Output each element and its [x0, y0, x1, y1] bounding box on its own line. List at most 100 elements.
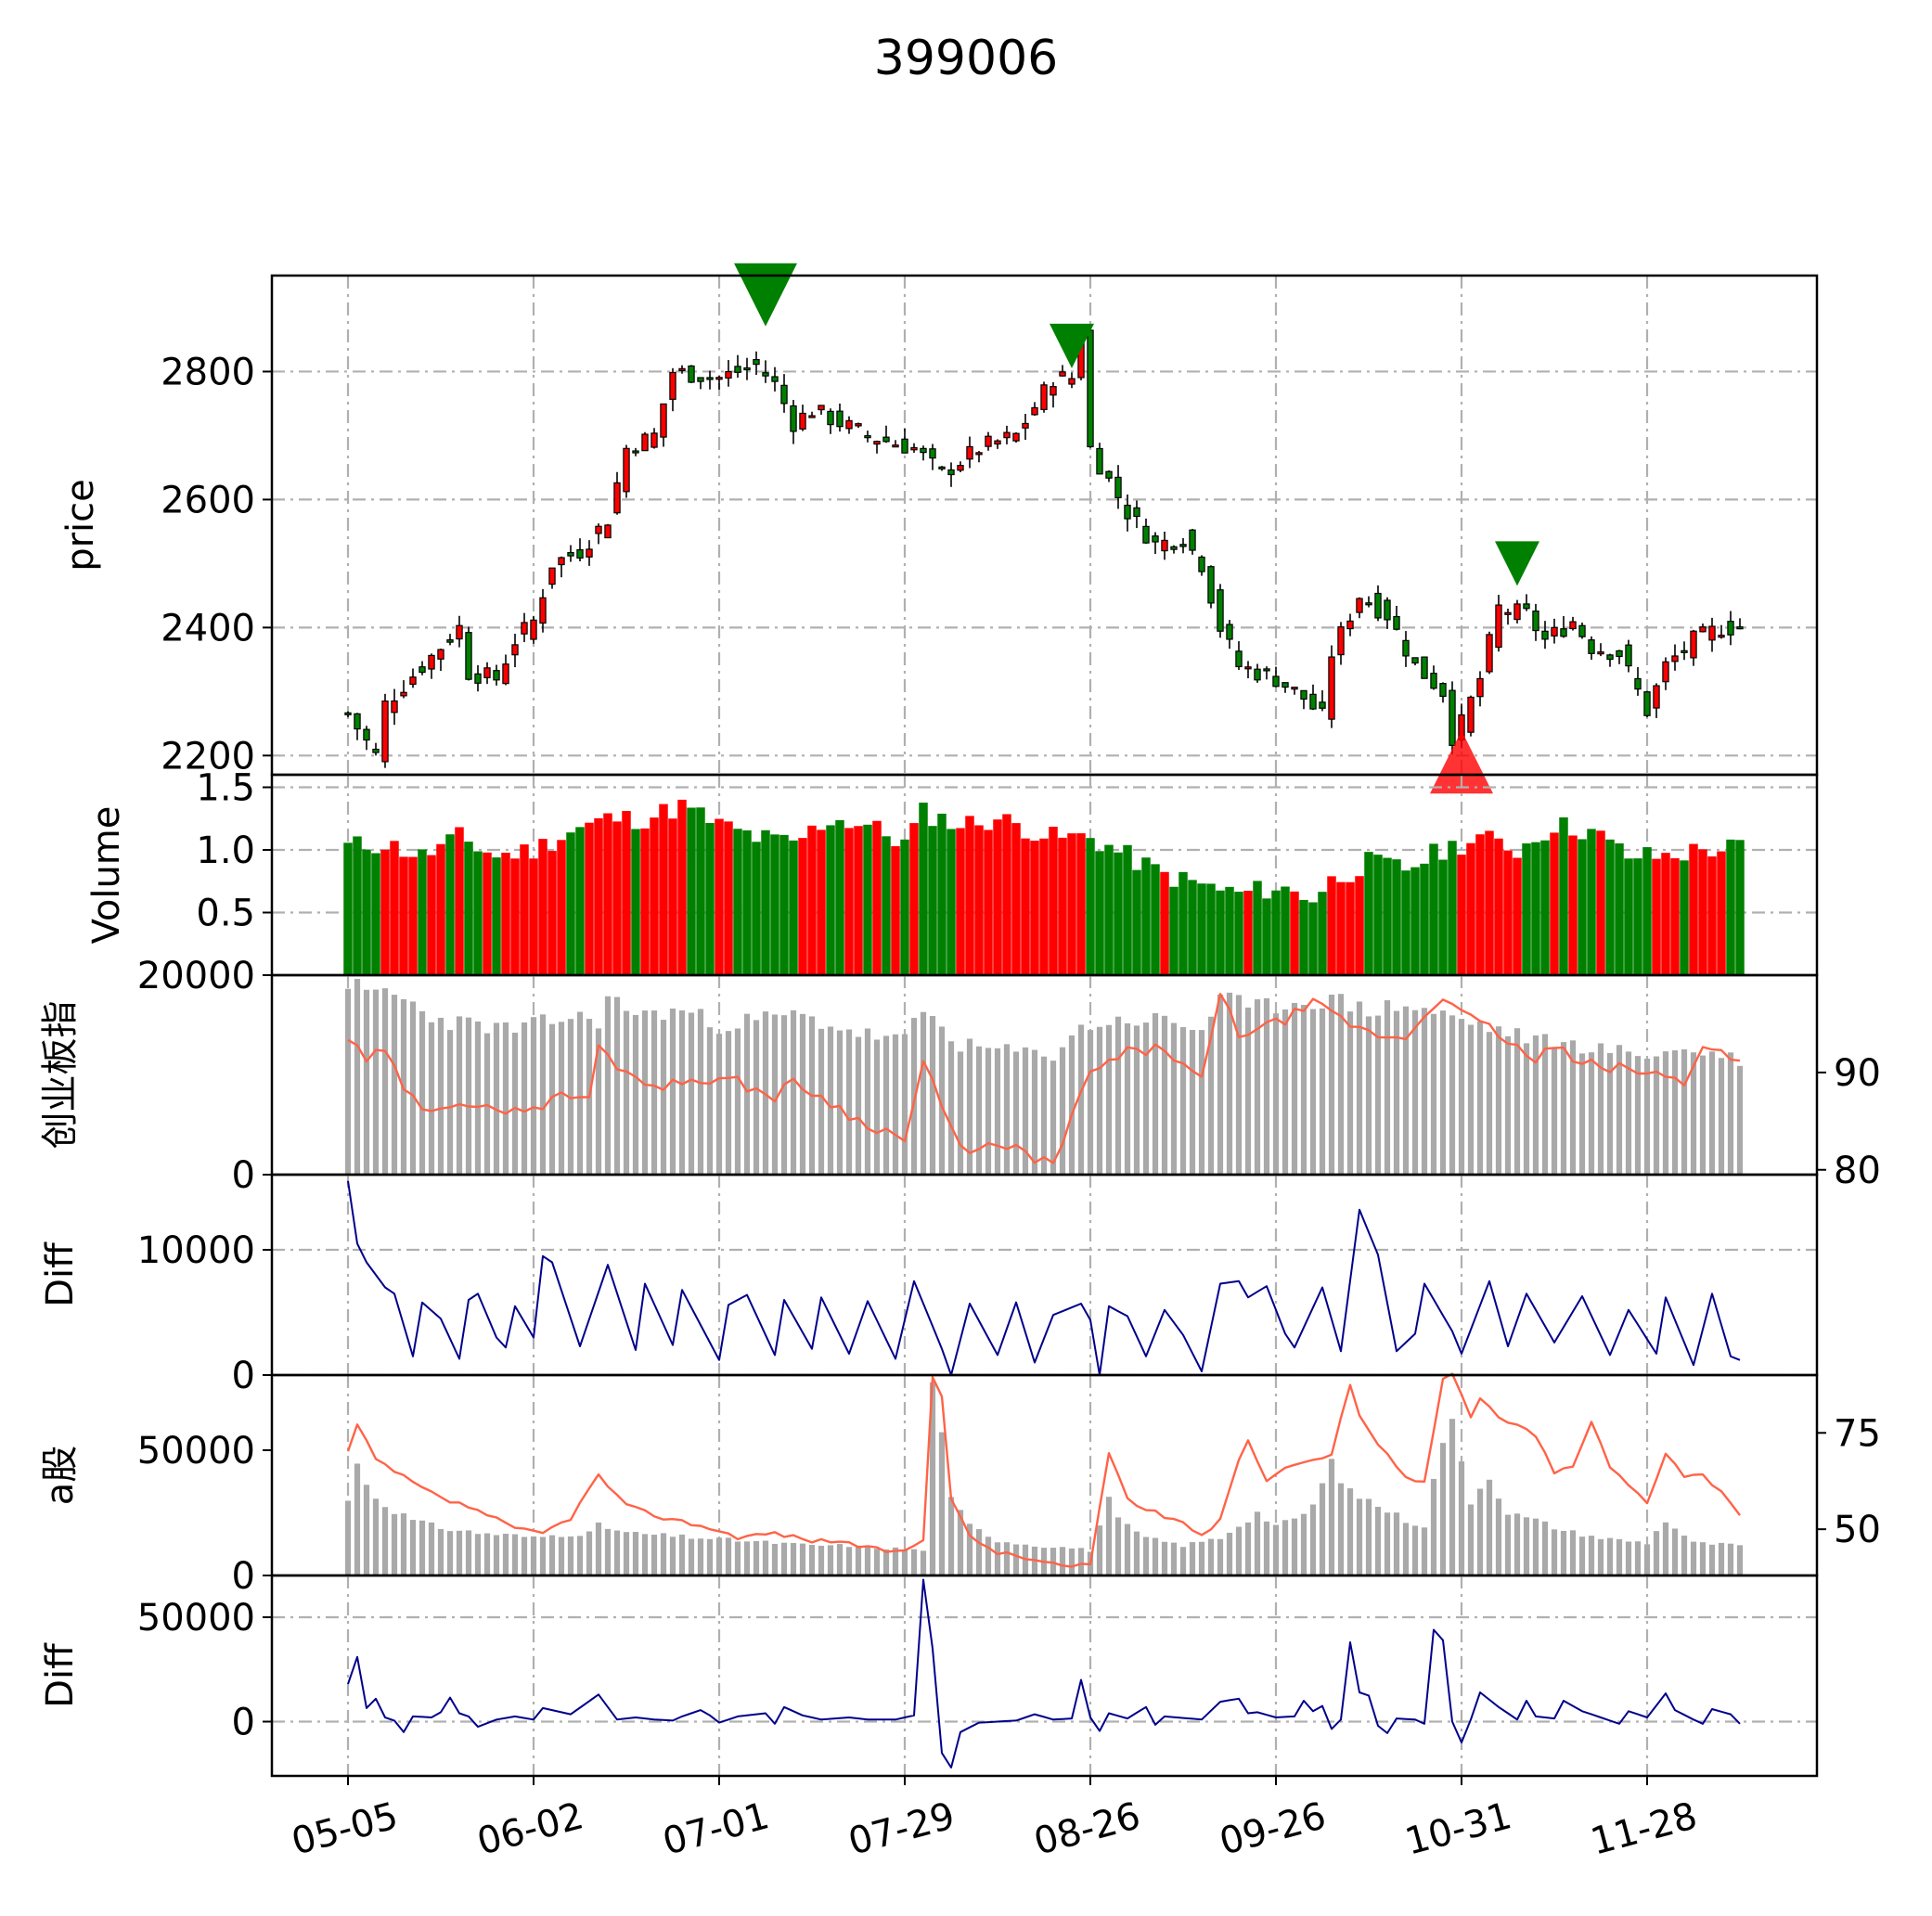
chinext-bar [660, 1020, 667, 1175]
candle [1133, 500, 1140, 529]
chinext-bar [1653, 1056, 1660, 1175]
volume-bar [1262, 898, 1271, 975]
candle [1226, 620, 1233, 649]
candle [910, 443, 918, 453]
a-share-bar [502, 1534, 509, 1575]
a-share-bar [1393, 1512, 1400, 1575]
a-share-bar [1365, 1498, 1372, 1575]
candle [715, 376, 723, 390]
candle [1244, 661, 1252, 679]
volume-bar [891, 846, 900, 975]
candle-body [1105, 470, 1113, 479]
chinext-bar [1142, 1022, 1150, 1175]
chinext-bar [1133, 1025, 1140, 1175]
a-share-bar [1300, 1513, 1307, 1575]
a-share-bar [688, 1538, 695, 1575]
diff1-panel: 0 10000 Diff [39, 1173, 1819, 1397]
chinext-bar [753, 1020, 760, 1175]
a-share-bar [391, 1513, 398, 1575]
candle [780, 374, 788, 413]
candle [1597, 643, 1604, 657]
candle [1671, 644, 1679, 671]
volume-bar [1661, 853, 1670, 975]
volume-bar [547, 851, 557, 975]
chinext-bar [530, 1017, 537, 1175]
candle-body [1040, 384, 1048, 411]
volume-bar [362, 849, 371, 975]
volume-bar [1086, 838, 1095, 975]
a-share-bar [1374, 1506, 1382, 1575]
diff2-panel: 0 50000 Diff [39, 1574, 1819, 1778]
volume-bar [427, 855, 436, 975]
volume-bar [937, 813, 947, 975]
candle [975, 451, 983, 463]
candle [1291, 687, 1298, 695]
volume-bar [1021, 838, 1030, 975]
a-share-bar [372, 1498, 380, 1575]
a-share-bar [762, 1540, 769, 1575]
chinext-bar [1625, 1051, 1632, 1175]
candle [372, 742, 380, 756]
candle-body [1124, 504, 1131, 520]
candle [1541, 621, 1549, 649]
chinext-bar [1226, 992, 1233, 1175]
chinext-bar [771, 1014, 779, 1175]
chinext-bar [1300, 1005, 1307, 1175]
chinext-bar [836, 1030, 844, 1175]
volume-bar [1531, 842, 1540, 975]
candle [938, 466, 946, 471]
volume-bar [1707, 856, 1717, 975]
candle [548, 567, 556, 589]
a-share-bar [1012, 1544, 1020, 1575]
candle [1022, 414, 1029, 441]
candle [1727, 611, 1734, 646]
candle-body [864, 435, 871, 439]
candle [1337, 622, 1345, 665]
candle [1560, 616, 1567, 638]
a-share-bar [1384, 1512, 1391, 1575]
volume-bar [733, 829, 742, 975]
candle-body [1114, 476, 1122, 498]
candle-body [957, 465, 964, 471]
candle-body [1541, 630, 1549, 640]
candle-body [827, 410, 834, 426]
candle-body [771, 376, 779, 382]
chinext-bar [1096, 1026, 1103, 1175]
candle-body [1291, 687, 1298, 690]
volume-ytick-label: 1.5 [196, 767, 255, 810]
candle-body [1421, 656, 1428, 679]
a-share-bar [1217, 1538, 1224, 1575]
volume-bar [1420, 863, 1429, 975]
volume-bar [612, 821, 622, 975]
candle-body [678, 367, 686, 371]
sell-signal-marker [734, 263, 797, 327]
candle [1356, 597, 1363, 619]
volume-bar [390, 841, 399, 975]
buy-signal-marker [1430, 730, 1493, 794]
a-share-bar [558, 1537, 565, 1575]
volume-bar [1095, 851, 1104, 975]
chinext-bar [1272, 1013, 1280, 1175]
volume-bar [1401, 870, 1410, 975]
volume-bar [631, 829, 640, 975]
candle-body [1189, 529, 1196, 551]
chinext-bar [548, 1023, 556, 1175]
a-share-bar [725, 1537, 732, 1575]
chinext-bar [576, 1011, 584, 1175]
a-share-bar [1161, 1541, 1168, 1575]
volume-bar [872, 820, 882, 975]
candle-body [1050, 386, 1057, 396]
volume-bar [1114, 852, 1123, 975]
volume-bar [1206, 883, 1216, 975]
volume-bar [594, 817, 603, 975]
volume-bar [1141, 857, 1151, 975]
volume-bar [1179, 871, 1188, 975]
candle [1551, 618, 1558, 644]
candle [483, 662, 491, 685]
chinext-bar [521, 1022, 528, 1175]
chinext-bar [391, 995, 398, 1175]
chinext-bar [1309, 1009, 1317, 1175]
chinext-bar [688, 1012, 695, 1175]
candle [493, 664, 500, 686]
candle-body [994, 440, 1001, 445]
